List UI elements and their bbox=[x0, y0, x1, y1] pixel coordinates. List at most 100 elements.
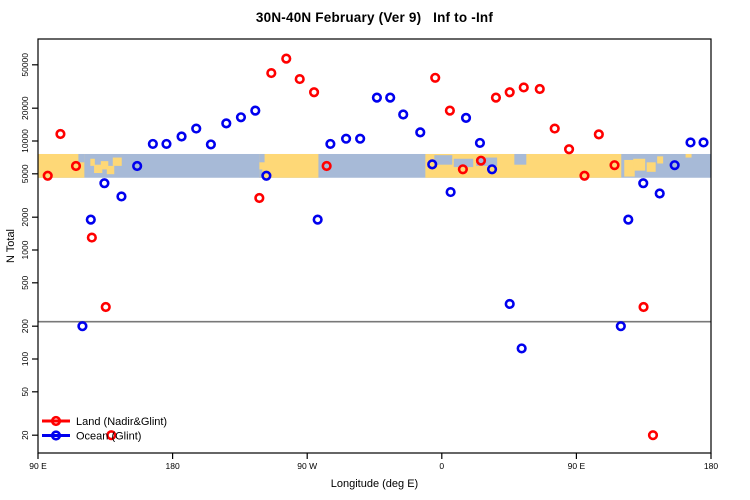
data-point-ocean bbox=[147, 138, 158, 150]
map-band-ocean-patch bbox=[434, 155, 453, 165]
data-point-land bbox=[563, 144, 575, 155]
data-point-land bbox=[638, 301, 649, 313]
map-band-ocean-patch bbox=[78, 153, 85, 163]
data-point-ocean bbox=[516, 343, 527, 354]
map-band-ocean-patch bbox=[453, 158, 474, 168]
data-point-ocean bbox=[445, 186, 456, 198]
map-band-land bbox=[425, 153, 622, 178]
data-point-land bbox=[42, 170, 53, 181]
data-point-land bbox=[321, 160, 332, 172]
map-band-land-patch bbox=[646, 162, 656, 172]
data-point-ocean bbox=[312, 214, 323, 225]
data-point-ocean bbox=[99, 178, 110, 189]
y-tick-label: 2000 bbox=[20, 207, 30, 226]
x-axis-label: Longitude (deg E) bbox=[330, 478, 419, 490]
data-point-land bbox=[266, 67, 277, 79]
data-point-land bbox=[444, 105, 455, 116]
y-tick-label: 1000 bbox=[20, 240, 30, 259]
x-tick-label: 180 bbox=[704, 461, 718, 471]
data-point-ocean bbox=[250, 105, 261, 116]
data-point-ocean bbox=[85, 214, 96, 225]
data-point-ocean bbox=[474, 137, 486, 149]
data-point-land bbox=[294, 73, 305, 85]
data-point-ocean bbox=[77, 321, 88, 332]
data-point-ocean bbox=[685, 137, 696, 148]
data-point-ocean bbox=[460, 112, 472, 123]
data-point-ocean bbox=[340, 133, 352, 144]
y-tick-label: 5000 bbox=[20, 164, 30, 183]
data-point-land bbox=[609, 160, 620, 171]
map-band-land bbox=[259, 153, 319, 178]
legend-label: Ocean (Glint) bbox=[76, 430, 141, 442]
data-point-land bbox=[490, 92, 502, 103]
data-point-land bbox=[518, 82, 529, 93]
data-point-ocean bbox=[415, 127, 426, 138]
x-tick-label: 90 E bbox=[568, 461, 586, 471]
map-band-land-patch bbox=[657, 156, 664, 164]
data-point-ocean bbox=[623, 214, 634, 225]
data-point-land bbox=[504, 87, 515, 98]
data-point-ocean bbox=[325, 138, 336, 150]
data-point-ocean bbox=[191, 123, 202, 134]
y-tick-label: 50000 bbox=[20, 53, 30, 77]
data-point-ocean bbox=[669, 160, 680, 171]
y-tick-label: 100 bbox=[20, 352, 30, 366]
data-point-land bbox=[593, 129, 604, 140]
data-point-land bbox=[475, 155, 487, 166]
y-tick-label: 20000 bbox=[20, 96, 30, 120]
data-point-ocean bbox=[261, 170, 272, 181]
data-point-land bbox=[534, 83, 545, 95]
data-point-land bbox=[254, 192, 265, 204]
map-band-ocean-patch bbox=[514, 153, 527, 165]
data-point-ocean bbox=[205, 139, 216, 150]
y-tick-label: 10000 bbox=[20, 129, 30, 153]
y-tick-label: 500 bbox=[20, 275, 30, 289]
data-point-ocean bbox=[385, 92, 396, 103]
x-tick-label: 0 bbox=[439, 461, 444, 471]
data-point-ocean bbox=[504, 298, 515, 310]
data-point-ocean bbox=[355, 133, 366, 144]
data-point-ocean bbox=[371, 92, 382, 103]
map-band-land-patch bbox=[106, 165, 115, 175]
legend-marker-circle bbox=[50, 430, 62, 441]
map-band-land-patch bbox=[94, 164, 103, 174]
data-point-ocean bbox=[398, 109, 409, 120]
x-tick-label: 90 W bbox=[297, 461, 317, 471]
data-point-ocean bbox=[654, 188, 665, 199]
data-point-ocean bbox=[698, 137, 709, 148]
data-point-ocean bbox=[427, 159, 438, 170]
data-point-land bbox=[430, 72, 441, 83]
x-tick-label: 90 E bbox=[29, 461, 47, 471]
chart-title: 30N-40N February (Ver 9) Inf to -Inf bbox=[255, 10, 494, 25]
data-point-land bbox=[647, 430, 659, 441]
data-point-land bbox=[549, 123, 560, 134]
y-tick-label: 50 bbox=[20, 387, 30, 397]
data-point-ocean bbox=[132, 160, 143, 172]
map-band-ocean-patch bbox=[259, 169, 263, 178]
map-band-land-patch bbox=[624, 159, 635, 177]
y-tick-label: 200 bbox=[20, 319, 30, 333]
data-point-land bbox=[308, 87, 320, 98]
data-point-land bbox=[281, 53, 292, 64]
map-band-land-patch bbox=[685, 153, 692, 158]
data-point-land bbox=[86, 232, 97, 243]
map-band-land-patch bbox=[100, 161, 109, 170]
data-point-ocean bbox=[221, 118, 232, 129]
data-point-ocean bbox=[638, 178, 649, 189]
y-tick-label: 20 bbox=[20, 430, 30, 440]
data-point-land bbox=[457, 164, 468, 175]
legend-marker-circle bbox=[50, 415, 62, 427]
data-point-land bbox=[70, 160, 82, 172]
data-point-land bbox=[55, 128, 66, 140]
data-point-ocean bbox=[615, 321, 626, 332]
x-tick-label: 180 bbox=[166, 461, 180, 471]
data-point-land bbox=[579, 170, 590, 181]
data-point-ocean bbox=[116, 191, 127, 202]
data-point-ocean bbox=[161, 138, 172, 150]
data-point-ocean bbox=[235, 112, 247, 123]
legend-label: Land (Nadir&Glint) bbox=[76, 416, 167, 428]
map-band-ocean-patch bbox=[259, 153, 265, 163]
data-point-land bbox=[106, 430, 117, 441]
data-point-land bbox=[100, 301, 111, 313]
